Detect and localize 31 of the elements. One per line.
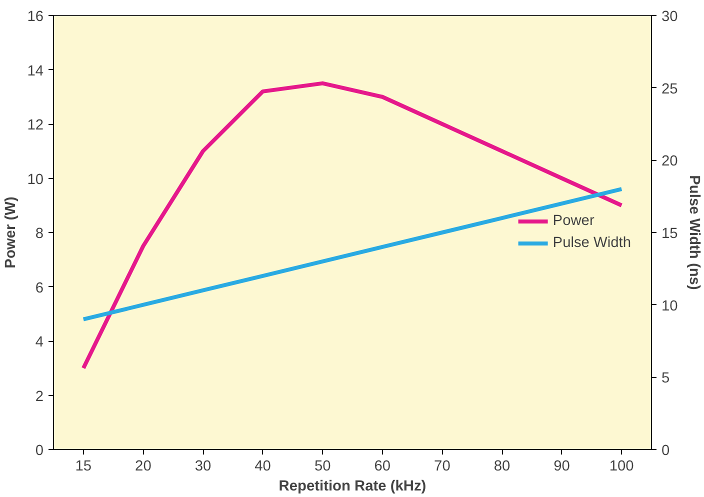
y2-axis-title: Pulse Width (ns)	[686, 175, 702, 290]
y-tick-label: 4	[35, 334, 44, 350]
y-tick-label: 0	[35, 443, 44, 459]
x-tick-label: 80	[494, 458, 510, 474]
y2-tick-label: 10	[662, 298, 678, 314]
x-tick-label: 90	[554, 458, 570, 474]
x-tick-label: 40	[254, 458, 271, 474]
x-tick-label: 30	[194, 458, 212, 474]
y-tick-label: 6	[35, 280, 44, 296]
y-tick-label: 14	[27, 63, 44, 80]
y2-tick-label: 30	[662, 9, 678, 25]
y2-tick-label: 15	[662, 226, 678, 242]
x-axis-title: Repetition Rate (kHz)	[278, 478, 426, 494]
y-tick-label: 12	[27, 118, 44, 134]
y-tick-label: 2	[35, 388, 44, 405]
y2-tick-label: 20	[662, 154, 678, 170]
x-tick-label: 100	[609, 458, 634, 474]
y-axis-title: Power (W)	[3, 196, 20, 268]
y2-tick-label: 25	[662, 81, 678, 98]
y-tick-label: 16	[27, 9, 44, 25]
x-tick-label: 20	[135, 458, 152, 474]
y2-tick-label: 5	[662, 370, 670, 387]
y2-tick-label: 0	[662, 443, 670, 459]
x-tick-label: 60	[374, 458, 391, 474]
y-tick-label: 10	[27, 172, 44, 188]
legend-label: Pulse Width	[552, 235, 631, 251]
legend-label: Power	[552, 213, 594, 229]
x-tick-label: 50	[314, 458, 331, 474]
y-tick-label: 8	[35, 226, 44, 242]
x-tick-label: 70	[434, 458, 450, 474]
x-tick-label: 15	[75, 458, 92, 474]
